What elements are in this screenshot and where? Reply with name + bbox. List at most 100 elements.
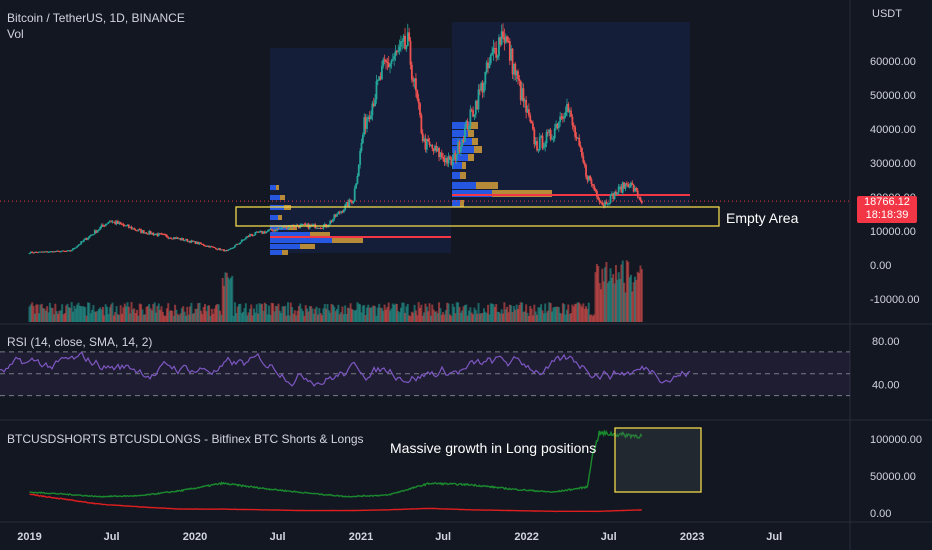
volume-bar: [629, 274, 632, 322]
candle: [556, 123, 559, 129]
volume-bar: [36, 304, 39, 322]
volume-bar: [323, 304, 326, 322]
volume-bar: [133, 308, 136, 322]
candle: [450, 158, 453, 166]
candle: [268, 229, 270, 231]
candle: [322, 225, 325, 229]
volume-profile-bar: [468, 154, 474, 161]
candle: [323, 224, 326, 226]
candle: [153, 234, 156, 236]
candle: [394, 50, 397, 57]
volume-bar: [331, 304, 334, 322]
price-axis[interactable]: -10000.000.0010000.0020000.0030000.00400…: [870, 56, 922, 520]
candle: [44, 251, 47, 253]
candle: [583, 162, 586, 165]
volume-label[interactable]: Vol: [7, 27, 24, 41]
volume-bar: [538, 307, 541, 322]
volume-bar: [31, 302, 34, 322]
volume-bar: [58, 310, 61, 322]
candle: [182, 238, 185, 241]
candle: [333, 214, 336, 220]
volume-bar: [157, 303, 160, 322]
volume-bar: [350, 309, 353, 322]
candle: [381, 66, 383, 80]
last-price-tag: 18766.12: [857, 196, 917, 209]
candle: [208, 245, 210, 248]
candle: [428, 141, 431, 145]
candle: [511, 48, 514, 75]
volume-bar: [93, 311, 96, 322]
candle: [304, 224, 307, 226]
candle: [553, 128, 556, 139]
volume-bar: [489, 303, 492, 322]
candle: [194, 241, 197, 244]
volume-bar: [204, 304, 207, 322]
candle: [209, 246, 212, 248]
rsi-label[interactable]: RSI (14, close, SMA, 14, 2): [7, 335, 153, 349]
volume-bar: [134, 313, 137, 322]
candle: [602, 205, 605, 207]
candle: [609, 194, 612, 203]
volume-bar: [382, 310, 385, 322]
volume-bar: [131, 309, 134, 322]
volume-bar: [395, 303, 398, 322]
candle: [251, 235, 254, 237]
volume-bar: [254, 312, 257, 322]
volume-bar: [614, 265, 617, 322]
candle: [478, 89, 481, 91]
rsi-pane[interactable]: [0, 351, 850, 397]
volume-bar: [599, 289, 602, 322]
volume-bar: [199, 310, 202, 322]
volume-bar: [525, 304, 528, 322]
time-axis[interactable]: 2019 Jul 2020 Jul 2021 Jul 2022 Jul 2023 Jul: [17, 531, 782, 543]
volume-bar: [574, 303, 577, 322]
volume-bar: [374, 306, 377, 322]
candle: [231, 247, 234, 249]
volume-bar: [632, 282, 635, 322]
volume-bar: [135, 309, 138, 322]
volume-bar: [48, 302, 51, 322]
price-pane[interactable]: [0, 22, 850, 322]
candle: [96, 230, 99, 233]
candle: [630, 182, 632, 187]
candle: [266, 230, 269, 232]
candle: [255, 231, 258, 233]
shorts-longs-label[interactable]: BTCUSDSHORTS BTCUSDLONGS - Bitfinex BTC …: [7, 432, 364, 446]
candle: [477, 89, 480, 110]
candle: [386, 61, 389, 63]
volume-bar: [534, 311, 537, 322]
candle: [529, 115, 532, 122]
candle: [84, 238, 87, 240]
symbol-title[interactable]: Bitcoin / TetherUS, 1D, BINANCE: [7, 11, 185, 25]
volume-bar: [401, 302, 404, 322]
candle: [600, 202, 602, 204]
volume-bar: [330, 303, 333, 322]
volume-bar: [397, 311, 400, 322]
candle: [259, 231, 262, 233]
volume-bar: [356, 302, 359, 322]
candle: [103, 225, 106, 227]
time-axis-tick: Jul: [435, 531, 451, 543]
candle: [385, 60, 387, 62]
candle: [118, 222, 121, 224]
candle: [121, 223, 123, 225]
volume-bar: [231, 275, 234, 322]
time-axis-tick: 2022: [514, 531, 538, 543]
candle: [312, 224, 315, 226]
candle: [400, 41, 402, 47]
candle: [360, 142, 363, 151]
candle: [561, 118, 564, 120]
shorts-longs-pane[interactable]: [29, 429, 643, 513]
volume-bar: [519, 302, 522, 322]
candle: [536, 141, 538, 151]
candle: [140, 229, 142, 233]
candle: [538, 136, 541, 150]
volume-bar: [338, 314, 341, 322]
candle: [393, 56, 396, 60]
candle: [631, 182, 634, 185]
candle: [442, 156, 445, 159]
volume-bar: [583, 308, 586, 322]
volume-bar: [184, 315, 187, 322]
volume-bar: [171, 310, 174, 322]
